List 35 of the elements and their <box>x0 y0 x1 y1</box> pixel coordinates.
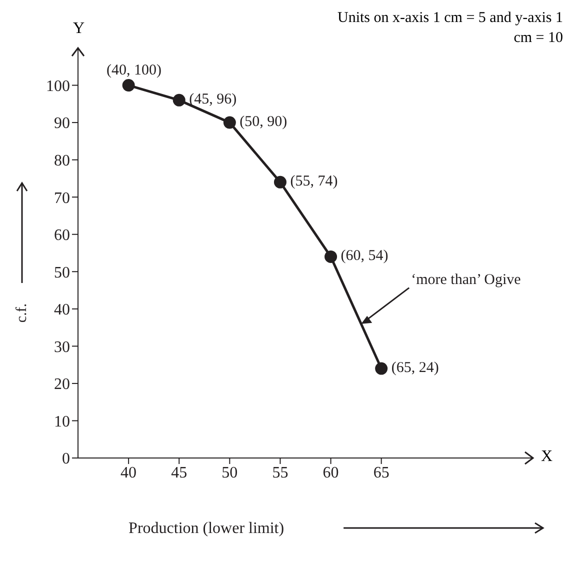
x-tick-label: 55 <box>272 464 288 482</box>
x-axis-title: Production (lower limit) <box>128 520 284 537</box>
x-tick-label: 50 <box>222 464 238 482</box>
y-tick-label: 100 <box>46 78 70 95</box>
data-label: (50, 90) <box>240 114 288 130</box>
data-label: (55, 74) <box>290 174 338 190</box>
data-label: (40, 100) <box>106 62 162 79</box>
y-tick-label: 70 <box>54 190 70 207</box>
y-tick-label: 80 <box>54 152 70 170</box>
y-axis-title: c.f. <box>14 303 30 323</box>
x-tick-label: 65 <box>373 464 390 482</box>
data-label: (60, 54) <box>340 248 388 264</box>
x-tick-label: 60 <box>322 464 339 482</box>
y-tick-label: 40 <box>54 302 70 319</box>
y-tick-label: 10 <box>54 413 70 430</box>
y-tick-label: 60 <box>54 227 70 244</box>
data-label: (45, 96) <box>189 92 237 108</box>
point <box>223 116 236 129</box>
point <box>324 250 338 263</box>
y-tick-label: 20 <box>54 376 70 394</box>
y-tick-label: 0 <box>62 450 70 468</box>
point <box>274 176 286 188</box>
point <box>122 79 135 92</box>
y-tick-label: 50 <box>54 264 70 282</box>
text: X <box>541 448 553 466</box>
y-tick-label: 90 <box>54 115 70 132</box>
y-tick-label: 30 <box>54 338 70 356</box>
point <box>172 94 186 106</box>
annotation: ‘more than’ Ogive <box>411 272 522 288</box>
x-tick-label: 40 <box>120 464 137 482</box>
point <box>375 362 388 375</box>
text: Y <box>73 20 85 38</box>
data-label: (65, 24) <box>391 360 439 376</box>
x-tick-label: 45 <box>171 464 188 482</box>
text: Units on x-axis 1 cm = 5 and y-axis 1 cm = 10 <box>336 9 563 48</box>
